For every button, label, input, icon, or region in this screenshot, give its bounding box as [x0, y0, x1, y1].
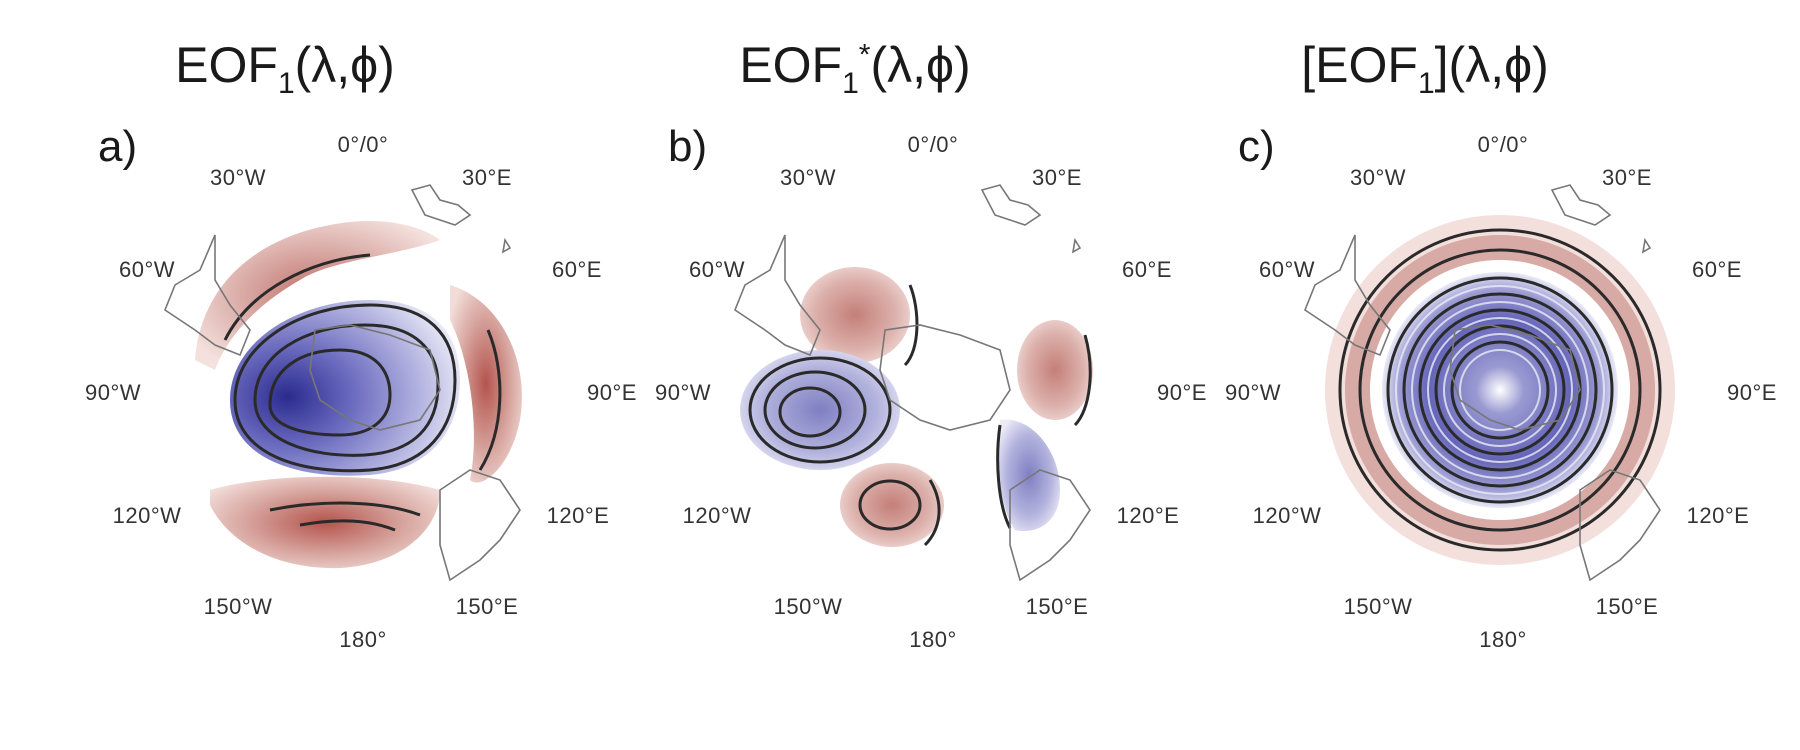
- longitude-label: 90°E: [1727, 380, 1777, 405]
- contour-line: [1386, 276, 1614, 504]
- contour-line: [299, 519, 396, 532]
- contour-line: [923, 479, 941, 547]
- longitude-label: 30°E: [1032, 165, 1082, 190]
- coastline: [1304, 234, 1391, 357]
- panel-title: EOF1*(λ,ϕ): [739, 37, 971, 100]
- panel-label: c): [1238, 122, 1275, 171]
- contour-line: [223, 253, 371, 341]
- contour-line: [1450, 340, 1550, 440]
- longitude-label: 150°W: [773, 594, 843, 619]
- contour-line: [478, 329, 502, 471]
- longitude-label: 0°/0°: [1477, 132, 1529, 157]
- longitude-label: 150°E: [1025, 594, 1089, 619]
- longitude-label: 150°E: [455, 594, 519, 619]
- coastline: [1641, 237, 1652, 254]
- polar-map: [1304, 184, 1675, 582]
- contour-line: [763, 370, 867, 450]
- negative-anomaly: [998, 419, 1060, 531]
- longitude-label: 90°E: [587, 380, 637, 405]
- panel-b: EOF1*(λ,ϕ) b): [570, 0, 1140, 750]
- longitude-label: 90°E: [1157, 380, 1207, 405]
- longitude-label: 30°W: [209, 165, 267, 190]
- coastline: [1579, 469, 1661, 582]
- contour-line: [748, 356, 892, 464]
- coastline: [309, 324, 441, 431]
- coastline: [879, 324, 1011, 431]
- panel-c: [EOF1](λ,ϕ) c): [1140, 0, 1710, 750]
- coastline: [1550, 184, 1612, 226]
- contour-line: [1358, 248, 1642, 532]
- contour-line: [268, 348, 392, 437]
- longitude-label: 150°W: [203, 594, 273, 619]
- coastline: [734, 234, 821, 357]
- polar-map: [164, 184, 522, 582]
- longitude-label: 0°/0°: [907, 132, 959, 157]
- contour-line: [1443, 333, 1557, 447]
- contour-line: [1338, 228, 1662, 552]
- polar-map: [734, 184, 1093, 582]
- contour-line: [858, 479, 922, 531]
- longitude-label: 150°W: [1343, 594, 1413, 619]
- coastline: [1071, 237, 1082, 254]
- longitude-label: 30°W: [1349, 165, 1407, 190]
- longitude-label: 30°E: [462, 165, 512, 190]
- negative-anomaly: [1382, 272, 1618, 508]
- contour-line: [903, 284, 919, 367]
- longitude-label: 120°W: [682, 503, 752, 528]
- longitude-label: 60°W: [688, 257, 746, 282]
- positive-anomaly: [840, 463, 944, 547]
- panel-label: a): [98, 122, 138, 171]
- contour-line: [1459, 349, 1541, 431]
- panel-title: EOF1(λ,ϕ): [175, 37, 395, 100]
- contour-line: [1411, 301, 1589, 479]
- longitude-label: 120°W: [1252, 503, 1322, 528]
- contour-line: [1402, 292, 1598, 488]
- panel-label: b): [668, 122, 708, 171]
- longitude-label: 0°/0°: [337, 132, 389, 157]
- longitude-label: 150°E: [1595, 594, 1659, 619]
- contour-line: [1073, 334, 1092, 427]
- coastline: [1449, 324, 1581, 431]
- contour-line: [233, 303, 457, 473]
- longitude-label: 30°E: [1602, 165, 1652, 190]
- longitude-label: 90°W: [1224, 380, 1282, 405]
- longitude-label: 60°E: [552, 257, 602, 282]
- longitude-label: 60°E: [1122, 257, 1172, 282]
- coastline: [410, 184, 472, 226]
- longitude-label: 180°: [339, 627, 387, 652]
- contour-line: [778, 386, 842, 438]
- coastline: [501, 237, 512, 254]
- longitude-label: 90°W: [654, 380, 712, 405]
- contour-line: [996, 424, 1012, 529]
- contour-line: [1434, 324, 1566, 456]
- longitude-label: 120°E: [1686, 503, 1750, 528]
- longitude-label: 120°W: [112, 503, 182, 528]
- coastline: [439, 469, 521, 582]
- positive-anomaly: [195, 220, 440, 370]
- coastline: [164, 234, 251, 357]
- longitude-label: 120°E: [1116, 503, 1180, 528]
- longitude-label: 180°: [909, 627, 957, 652]
- positive-anomaly: [1017, 320, 1093, 420]
- panel-title: [EOF1](λ,ϕ): [1301, 37, 1549, 100]
- contour-line: [1427, 317, 1573, 463]
- longitude-label: 90°W: [84, 380, 142, 405]
- contour-line: [1395, 285, 1605, 495]
- positive-anomaly: [450, 285, 522, 483]
- longitude-label: 180°: [1479, 627, 1527, 652]
- longitude-label: 120°E: [546, 503, 610, 528]
- contour-line: [269, 501, 421, 517]
- longitude-label: 60°E: [1692, 257, 1742, 282]
- coastline: [1009, 469, 1091, 582]
- coastline: [980, 184, 1042, 226]
- longitude-label: 30°W: [779, 165, 837, 190]
- longitude-label: 60°W: [118, 257, 176, 282]
- longitude-label: 60°W: [1258, 257, 1316, 282]
- panel-a: EOF1(λ,ϕ) a): [0, 0, 570, 750]
- negative-anomaly: [740, 350, 900, 470]
- positive-anomaly: [800, 267, 910, 363]
